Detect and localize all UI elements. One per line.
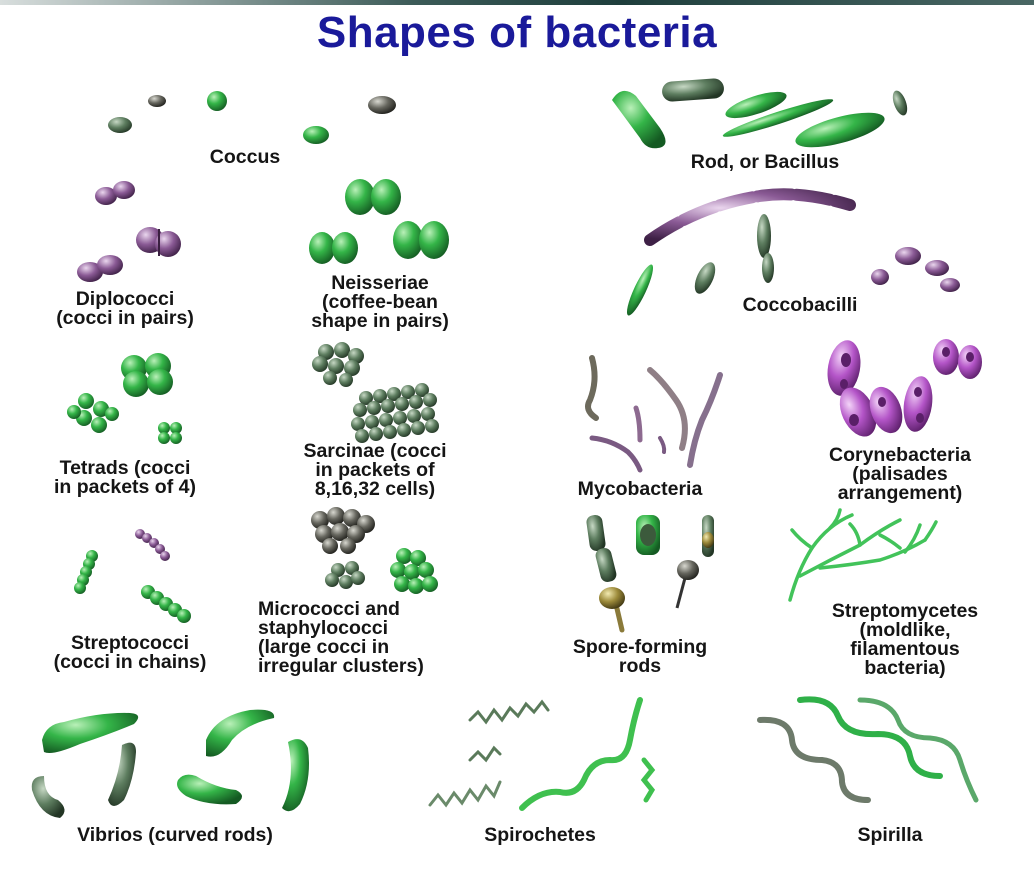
streptomycetes-filaments: [788, 508, 938, 602]
label-streptococci: Streptococci (cocci in chains): [53, 632, 207, 673]
coccobacilli-cells: [626, 188, 960, 316]
mycobacteria-cells: [585, 355, 723, 473]
label-rod-bacillus: Rod, or Bacillus: [690, 151, 840, 173]
spore-forming-rods: [586, 514, 714, 633]
corynebacteria-cells: [827, 339, 982, 437]
label-spore-forming-rods: Spore-forming rods: [572, 636, 708, 677]
spirilla-cells: [757, 696, 979, 803]
label-tetrads: Tetrads (cocci in packets of 4): [54, 457, 196, 498]
tetrads-cells: [67, 353, 182, 444]
label-mycobacteria: Mycobacteria: [577, 478, 703, 500]
label-coccus: Coccus: [209, 146, 281, 168]
label-sarcinae: Sarcinae (cocci in packets of 8,16,32 ce…: [303, 440, 447, 500]
label-corynebacteria: Corynebacteria (palisades arrangement): [829, 444, 971, 504]
bacillus-cells: [612, 78, 908, 149]
page-title: Shapes of bacteria: [316, 8, 718, 57]
vibrios-cells: [31, 709, 309, 818]
label-diplococci: Diplococci (cocci in pairs): [56, 288, 194, 329]
label-vibrios: Vibrios (curved rods): [77, 824, 273, 846]
label-streptomycetes: Streptomycetes (moldlike, filamentous ba…: [831, 600, 979, 679]
neisseriae-cells: [309, 179, 449, 264]
label-micrococci: Micrococci and staphylococci (large cocc…: [258, 598, 424, 677]
spirochetes-cells: [428, 697, 656, 811]
streptococci-cells: [74, 529, 191, 623]
sarcinae-cells: [312, 342, 439, 443]
label-spirochetes: Spirochetes: [484, 824, 596, 846]
label-coccobacilli: Coccobacilli: [742, 294, 858, 316]
label-spirilla: Spirilla: [857, 824, 923, 846]
micrococci-cells: [311, 507, 438, 594]
label-neisseriae: Neisseriae (coffee-bean shape in pairs): [311, 272, 449, 332]
coccus-cells: [108, 91, 396, 144]
top-border-strip: [0, 0, 1034, 5]
diplococci-cells: [77, 181, 181, 282]
